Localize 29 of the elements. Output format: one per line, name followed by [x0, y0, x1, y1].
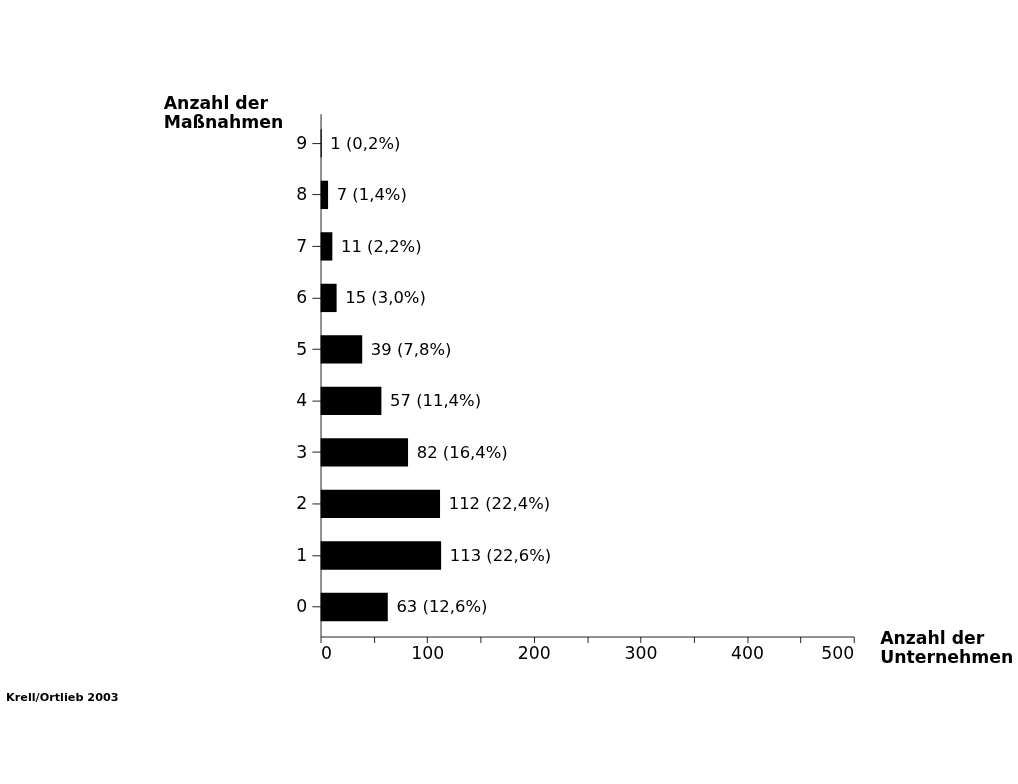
data-label: 113 (22,6%) [449, 545, 552, 565]
data-label: 7 (1,4%) [336, 185, 407, 205]
text: Krell/Ortlieb 2003 [6, 690, 119, 704]
x-tick-label: 300 [624, 642, 658, 663]
data-label: 63 (12,6%) [396, 597, 488, 617]
x-tick-label: 100 [411, 642, 445, 663]
y-tick-label: 8 [296, 184, 308, 205]
y-tick-label: 5 [296, 338, 308, 359]
y-tick-label: 0 [296, 596, 308, 617]
x-tick-label: 400 [731, 642, 765, 663]
y-tick-label: 4 [296, 390, 308, 411]
y-tick-label: 9 [296, 132, 308, 153]
y-axis-title: Anzahl der Maßnahmen [163, 93, 284, 133]
x-axis-title: Anzahl der Unternehmen [880, 627, 1014, 667]
y-tick-label: 1 [296, 544, 308, 565]
data-label: 39 (7,8%) [370, 339, 452, 359]
data-label: 11 (2,2%) [340, 236, 422, 256]
data-label: 82 (16,4%) [416, 442, 508, 462]
data-label: 1 (0,2%) [330, 133, 401, 153]
data-label: 15 (3,0%) [345, 288, 426, 308]
y-tick-label: 2 [296, 493, 308, 514]
data-label: 57 (11,4%) [390, 391, 482, 411]
x-tick-label: 500 [821, 642, 855, 663]
y-tick-label: 3 [296, 441, 308, 462]
y-tick-label: 6 [296, 287, 308, 308]
y-tick-label: 7 [296, 235, 308, 256]
x-tick-label: 200 [517, 642, 551, 663]
x-tick-label: 0 [321, 642, 333, 663]
data-label: 112 (22,4%) [448, 494, 551, 514]
